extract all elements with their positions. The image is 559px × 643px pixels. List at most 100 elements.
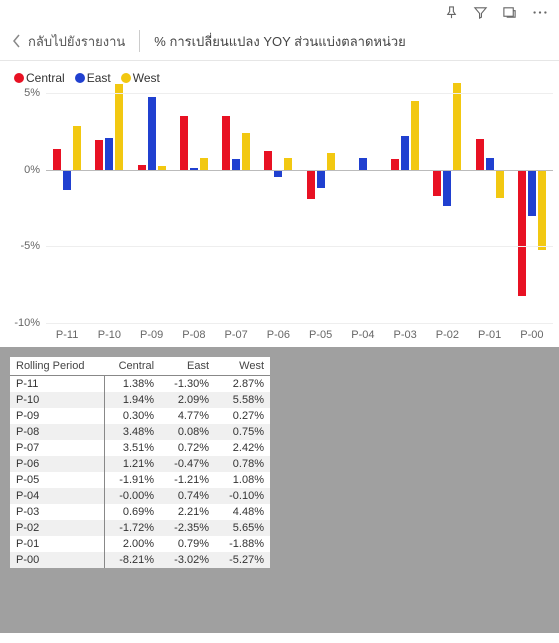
column-header[interactable]: East bbox=[160, 357, 215, 376]
x-axis-label: P-00 bbox=[511, 329, 553, 341]
cell-value: -1.72% bbox=[104, 520, 160, 536]
table-row[interactable]: P-030.69%2.21%4.48% bbox=[10, 504, 270, 520]
cell-value: -1.91% bbox=[104, 472, 160, 488]
cell-value: -3.02% bbox=[160, 552, 215, 568]
bar-central[interactable] bbox=[222, 116, 230, 170]
table-row[interactable]: P-101.94%2.09%5.58% bbox=[10, 392, 270, 408]
bar-east[interactable] bbox=[528, 170, 536, 216]
cell-value: 1.08% bbox=[215, 472, 270, 488]
bar-east[interactable] bbox=[232, 159, 240, 170]
bar-west[interactable] bbox=[200, 158, 208, 170]
y-axis-label: -5% bbox=[6, 240, 40, 252]
table-row[interactable]: P-073.51%0.72%2.42% bbox=[10, 440, 270, 456]
bar-central[interactable] bbox=[180, 116, 188, 169]
header: กลับไปยังรายงาน % การเปลี่ยนแปลง YOY ส่ว… bbox=[0, 26, 559, 61]
column-header[interactable]: Central bbox=[104, 357, 160, 376]
row-label: P-06 bbox=[10, 456, 104, 472]
bar-west[interactable] bbox=[242, 133, 250, 170]
bar-west[interactable] bbox=[496, 170, 504, 199]
bar-central[interactable] bbox=[264, 151, 272, 170]
cell-value: 2.00% bbox=[104, 536, 160, 552]
bar-east[interactable] bbox=[317, 170, 325, 189]
bar-east[interactable] bbox=[401, 136, 409, 170]
x-axis-label: P-07 bbox=[215, 329, 257, 341]
bar-group bbox=[257, 93, 299, 323]
bar-east[interactable] bbox=[359, 158, 367, 169]
cell-value: 4.48% bbox=[215, 504, 270, 520]
legend-item-central[interactable]: Central bbox=[14, 71, 65, 85]
table-row[interactable]: P-02-1.72%-2.35%5.65% bbox=[10, 520, 270, 536]
legend-item-west[interactable]: West bbox=[121, 71, 160, 85]
table-row[interactable]: P-04-0.00%0.74%-0.10% bbox=[10, 488, 270, 504]
bar-west[interactable] bbox=[115, 84, 123, 170]
bar-central[interactable] bbox=[518, 170, 526, 296]
cell-value: 4.77% bbox=[160, 408, 215, 424]
cell-value: 2.21% bbox=[160, 504, 215, 520]
cell-value: 0.08% bbox=[160, 424, 215, 440]
bar-east[interactable] bbox=[274, 170, 282, 177]
y-axis-label: 0% bbox=[6, 164, 40, 176]
data-table: Rolling PeriodCentralEastWest P-111.38%-… bbox=[10, 357, 270, 568]
row-label: P-11 bbox=[10, 376, 104, 393]
x-axis-label: P-08 bbox=[173, 329, 215, 341]
cell-value: 0.79% bbox=[160, 536, 215, 552]
bar-group bbox=[342, 93, 384, 323]
pin-icon[interactable] bbox=[444, 5, 459, 25]
bar-west[interactable] bbox=[284, 158, 292, 170]
bar-west[interactable] bbox=[327, 153, 335, 170]
bar-west[interactable] bbox=[73, 126, 81, 170]
bar-group bbox=[469, 93, 511, 323]
bar-central[interactable] bbox=[95, 140, 103, 170]
bar-central[interactable] bbox=[433, 170, 441, 196]
cell-value: -1.88% bbox=[215, 536, 270, 552]
bar-group bbox=[511, 93, 553, 323]
bar-east[interactable] bbox=[486, 158, 494, 170]
x-axis-label: P-04 bbox=[342, 329, 384, 341]
x-axis-label: P-02 bbox=[426, 329, 468, 341]
x-axis-label: P-06 bbox=[257, 329, 299, 341]
bar-east[interactable] bbox=[148, 97, 156, 170]
legend-item-east[interactable]: East bbox=[75, 71, 111, 85]
bar-central[interactable] bbox=[476, 139, 484, 170]
bar-group bbox=[426, 93, 468, 323]
table-row[interactable]: P-083.48%0.08%0.75% bbox=[10, 424, 270, 440]
bar-group bbox=[88, 93, 130, 323]
bar-west[interactable] bbox=[538, 170, 546, 251]
table-row[interactable]: P-111.38%-1.30%2.87% bbox=[10, 376, 270, 393]
bar-east[interactable] bbox=[443, 170, 451, 206]
row-label: P-07 bbox=[10, 440, 104, 456]
row-label: P-08 bbox=[10, 424, 104, 440]
cell-value: 2.09% bbox=[160, 392, 215, 408]
bar-group bbox=[131, 93, 173, 323]
column-header[interactable]: West bbox=[215, 357, 270, 376]
row-label: P-03 bbox=[10, 504, 104, 520]
cell-value: 2.42% bbox=[215, 440, 270, 456]
bar-central[interactable] bbox=[391, 159, 399, 170]
cell-value: 5.65% bbox=[215, 520, 270, 536]
zero-line bbox=[46, 170, 553, 171]
cell-value: 1.94% bbox=[104, 392, 160, 408]
separator bbox=[139, 30, 140, 52]
legend-label: West bbox=[133, 71, 160, 85]
bar-central[interactable] bbox=[307, 170, 315, 199]
table-row[interactable]: P-061.21%-0.47%0.78% bbox=[10, 456, 270, 472]
bar-west[interactable] bbox=[411, 101, 419, 170]
x-axis-label: P-11 bbox=[46, 329, 88, 341]
table-row[interactable]: P-012.00%0.79%-1.88% bbox=[10, 536, 270, 552]
bar-east[interactable] bbox=[105, 138, 113, 170]
focus-mode-icon[interactable] bbox=[502, 5, 517, 25]
table-row[interactable]: P-00-8.21%-3.02%-5.27% bbox=[10, 552, 270, 568]
bar-east[interactable] bbox=[63, 170, 71, 190]
column-header[interactable]: Rolling Period bbox=[10, 357, 104, 376]
legend-label: East bbox=[87, 71, 111, 85]
bar-central[interactable] bbox=[53, 149, 61, 170]
back-to-report-button[interactable]: กลับไปยังรายงาน bbox=[12, 31, 125, 52]
row-label: P-04 bbox=[10, 488, 104, 504]
table-row[interactable]: P-05-1.91%-1.21%1.08% bbox=[10, 472, 270, 488]
table-row[interactable]: P-090.30%4.77%0.27% bbox=[10, 408, 270, 424]
filter-icon[interactable] bbox=[473, 5, 488, 25]
more-options-icon[interactable] bbox=[531, 5, 549, 25]
gridline bbox=[46, 93, 553, 94]
x-axis-label: P-05 bbox=[300, 329, 342, 341]
bar-west[interactable] bbox=[453, 83, 461, 170]
